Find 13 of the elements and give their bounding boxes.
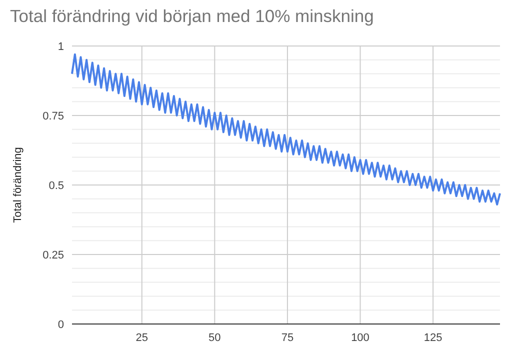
- x-tick-label: 50: [208, 332, 221, 344]
- line-series: [71, 53, 501, 206]
- y-tick-label: 0.5: [48, 180, 64, 192]
- chart-title: Total förändring vid början med 10% minskning: [10, 6, 374, 26]
- y-tick-label: 0.75: [42, 110, 64, 122]
- x-tick-label: 100: [351, 332, 370, 344]
- y-tick-label: 0.25: [42, 250, 64, 262]
- y-axis-title: Total förändring: [12, 147, 24, 223]
- x-tick-label: 75: [281, 332, 294, 344]
- y-tick-label: 1: [58, 41, 64, 53]
- x-tick-label: 125: [424, 332, 442, 344]
- y-tick-label: 0: [58, 319, 64, 331]
- x-tick-label: 25: [136, 332, 148, 344]
